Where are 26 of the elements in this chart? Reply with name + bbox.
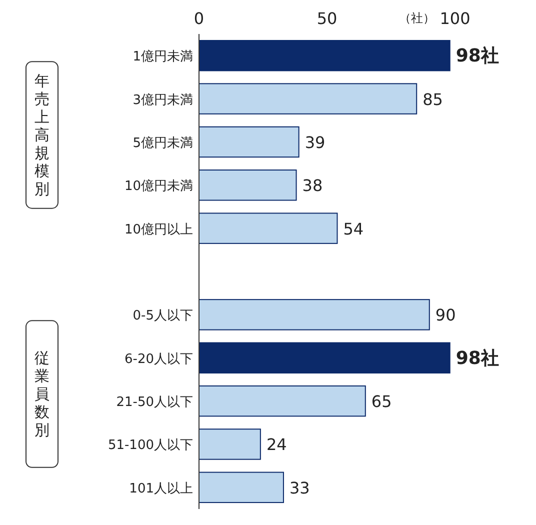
data-label: 33 (289, 478, 310, 498)
y-tick-label: 6-20人以下 (124, 352, 193, 367)
y-tick-label: 101人以上 (129, 481, 193, 496)
data-label: 98社 (456, 348, 499, 369)
y-tick-label: 21-50人以下 (116, 395, 193, 410)
data-label: 65 (371, 392, 392, 412)
x-axis-title: （社） (399, 11, 435, 25)
y-tick-label: 3億円未満 (132, 92, 193, 108)
y-tick-label: 10億円以上 (124, 222, 193, 238)
data-label: 38 (302, 176, 323, 196)
y-tick-label: 1億円未満 (132, 50, 193, 65)
data-label: 98社 (456, 46, 499, 67)
x-tick-label: 0 (194, 9, 204, 28)
data-label: 39 (304, 132, 326, 152)
y-tick-label: 5億円未満 (132, 136, 193, 151)
data-label: 90 (435, 306, 456, 325)
data-label: 85 (422, 90, 443, 109)
y-tick-label: 51-100人以下 (108, 438, 193, 454)
text: 年売上高規模別 (34, 72, 50, 198)
y-tick-label: 0-5人以下 (132, 308, 193, 324)
data-label: 24 (266, 435, 287, 454)
data-label: 54 (343, 219, 364, 238)
y-tick-label: 10億円未満 (124, 179, 193, 194)
x-tick-label: 50 (316, 9, 338, 28)
text: 従業員数別 (34, 349, 50, 440)
x-tick-label: 100 (440, 9, 470, 28)
